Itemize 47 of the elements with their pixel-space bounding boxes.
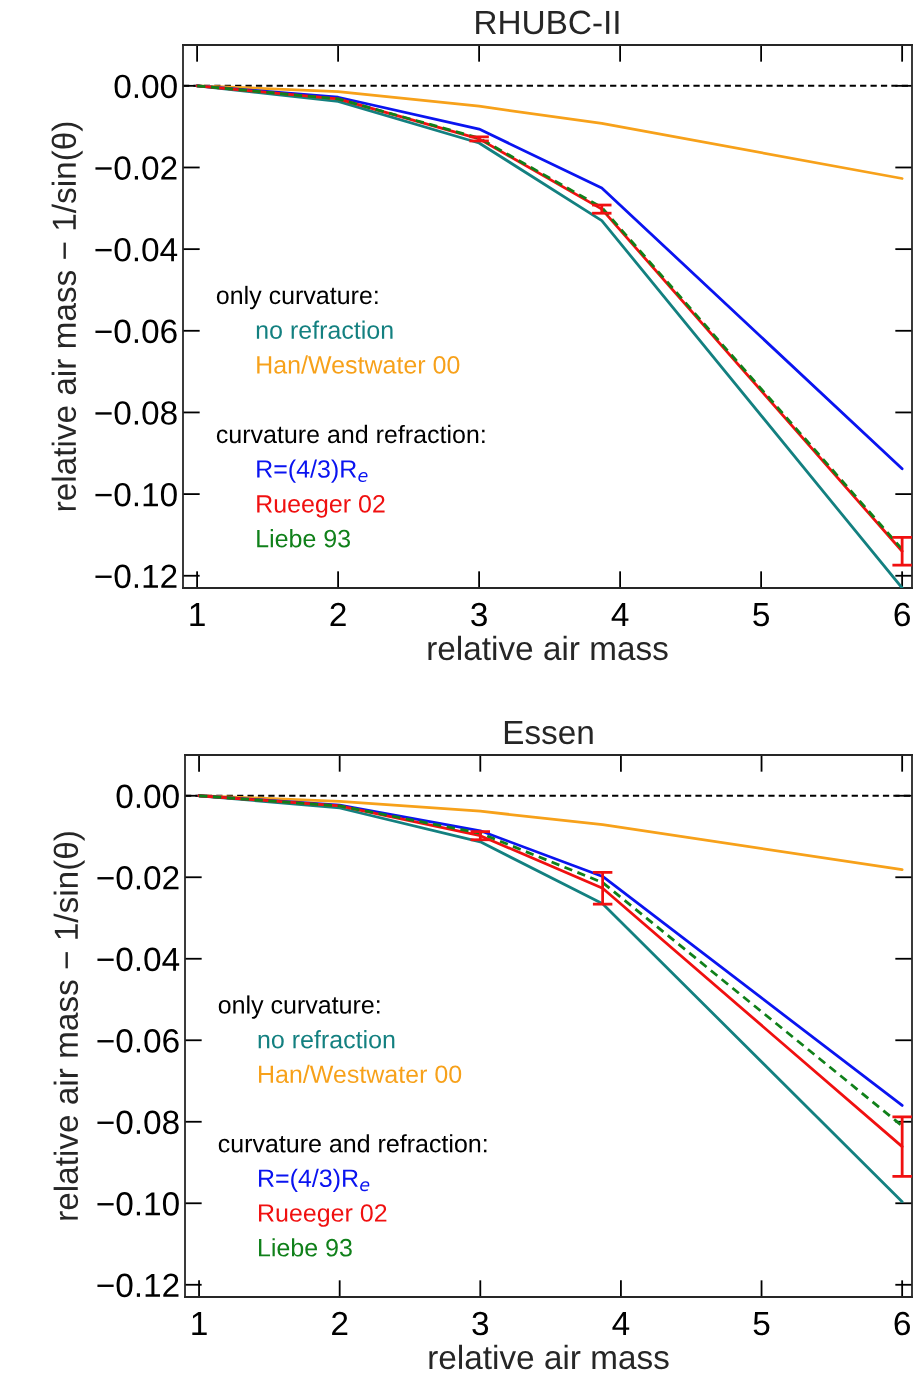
x-axis-title: relative air mass (429, 1344, 669, 1370)
annotation: curvature and refraction: (216, 424, 485, 444)
y-tick-label: −0.12 (95, 564, 177, 589)
y-axis-title: relative air mass − 1/sin(θ) (51, 122, 83, 511)
y-tick-label: −0.06 (95, 319, 177, 344)
text: R=(4/3)R$_{e}$ (259, 1168, 370, 1193)
annotation: only curvature: (216, 285, 378, 310)
chart-title: Essen (504, 720, 593, 745)
x-tick-label: 2 (330, 602, 346, 627)
text: Han/Westwater 00 (257, 355, 460, 374)
x-tick-label: 4 (611, 603, 629, 627)
line-series (195, 84, 904, 180)
y-tick-label: −0.08 (97, 1110, 179, 1135)
x-tick-label: 3 (472, 1311, 489, 1336)
x-tick-label: 1 (190, 603, 205, 627)
text: Liebe 93 (257, 529, 350, 548)
y-axis-title: relative air mass − 1/sin(θ) (53, 832, 85, 1220)
x-tick-label: 6 (894, 1311, 910, 1336)
x-tick-label: 5 (753, 1312, 770, 1336)
y-tick-label: −0.10 (95, 482, 177, 507)
x-tick-label: 2 (332, 1311, 348, 1336)
y-tick-label: −0.02 (97, 866, 179, 890)
text: Rueeger 02 (257, 495, 385, 518)
text: Liebe 93 (259, 1238, 352, 1257)
text: no refraction (256, 320, 393, 339)
y-tick-label: −0.12 (97, 1273, 179, 1298)
annotation: curvature and refraction: (218, 1134, 487, 1153)
text: no refraction (258, 1030, 395, 1049)
x-tick-label: 6 (894, 602, 910, 627)
x-tick-label: 3 (471, 602, 487, 627)
text: Rueeger 02 (259, 1204, 387, 1227)
y-tick-label: −0.04 (97, 947, 180, 972)
annotation: only curvature: (218, 995, 380, 1019)
y-tick-label: −0.08 (95, 401, 177, 425)
x-tick-label: 1 (192, 1312, 207, 1336)
y-tick-label: −0.06 (97, 1029, 179, 1053)
x-tick-label: 5 (753, 603, 769, 627)
y-tick-label: −0.04 (95, 237, 178, 262)
x-axis-title: relative air mass (428, 635, 668, 661)
y-tick-label: −0.10 (97, 1192, 179, 1216)
y-tick-label: 0.00 (116, 784, 179, 809)
x-tick-label: 4 (612, 1312, 630, 1336)
text: R=(4/3)R$_{e}$ (257, 459, 368, 483)
y-tick-label: −0.02 (95, 156, 177, 180)
text: Han/Westwater 00 (259, 1064, 462, 1084)
chart-title: RHUBC-II (476, 10, 619, 35)
y-tick-label: 0.00 (114, 74, 177, 99)
